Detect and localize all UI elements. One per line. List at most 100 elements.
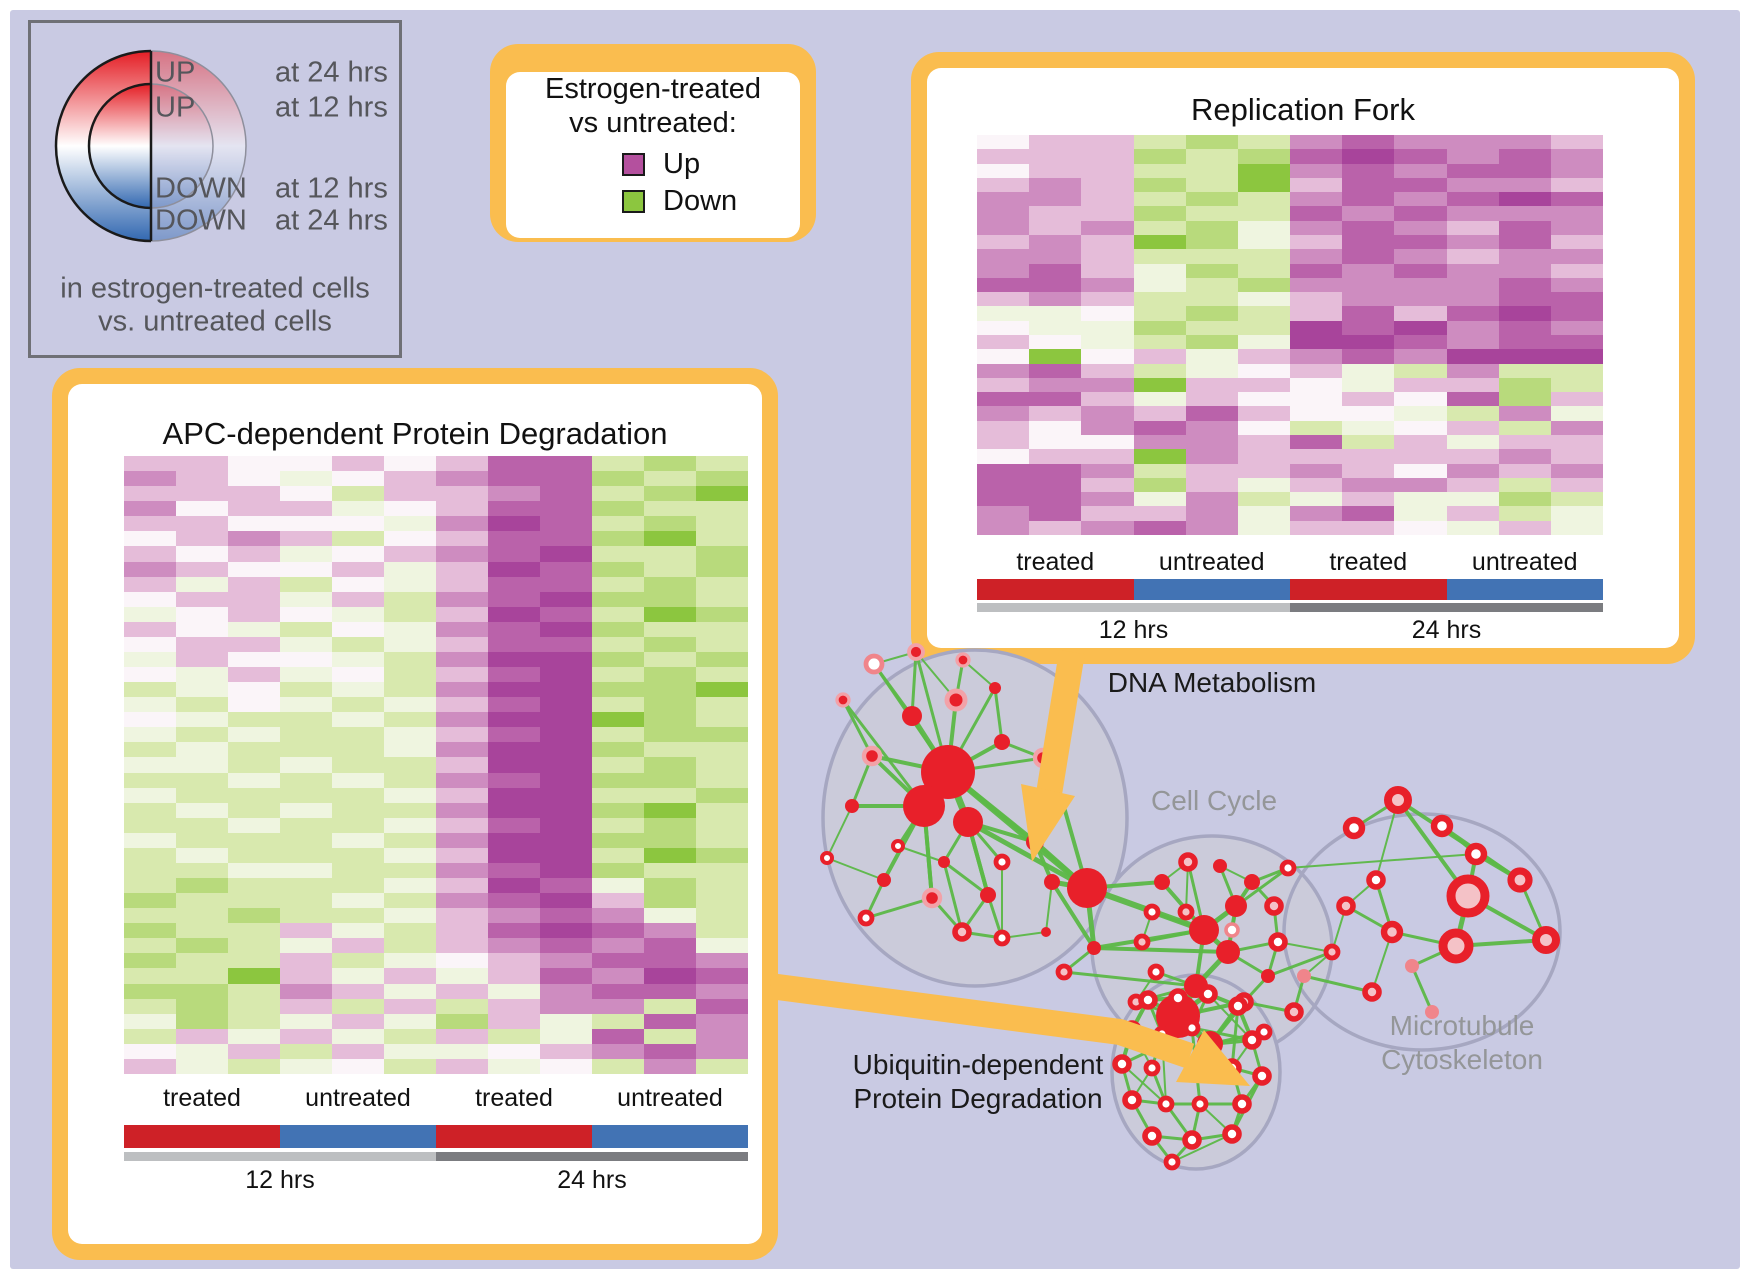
- heatmap-cell: [696, 893, 748, 909]
- color-legend: Estrogen-treated vs untreated: Up Down: [490, 44, 816, 242]
- heatmap-cell: [1394, 420, 1447, 435]
- heatmap-cell: [540, 1058, 592, 1074]
- heatmap-cell: [1498, 234, 1551, 250]
- heatmap-cell: [1133, 520, 1186, 535]
- heatmap-cell: [644, 591, 696, 607]
- heatmap-cell: [228, 727, 280, 743]
- heatmap-cell: [228, 998, 280, 1014]
- heatmap-cell: [1290, 520, 1343, 535]
- heatmap-cell: [1029, 206, 1082, 221]
- heatmap-cell: [540, 606, 592, 622]
- heatmap-cell: [1237, 192, 1290, 207]
- heatmap-cell: [1081, 334, 1134, 350]
- heatmap-cell: [540, 787, 592, 803]
- heatmap-cell: [384, 561, 436, 577]
- heatmap-cell: [1029, 392, 1082, 407]
- heatmap-cell: [1446, 477, 1499, 493]
- heatmap-cell: [124, 727, 176, 743]
- heatmap-cell: [1394, 349, 1447, 364]
- heatmap-cell: [1290, 406, 1343, 421]
- heatmap-cell: [488, 908, 540, 924]
- heatmap-cell: [228, 983, 280, 999]
- heatmap-cell: [1029, 463, 1082, 478]
- heatmap-cell: [1446, 506, 1499, 521]
- heatmap-cell: [644, 1058, 696, 1074]
- heatmap-cell: [644, 667, 696, 683]
- rf-bar-12hrs: [977, 603, 1290, 612]
- heatmap-cell: [332, 561, 384, 577]
- ubiquitin-label-line1: Ubiquitin-dependent: [852, 1049, 1104, 1080]
- heatmap-cell: [1081, 249, 1134, 264]
- heatmap-cell: [1394, 492, 1447, 507]
- heatmap-cell: [228, 953, 280, 969]
- heatmap-cell: [124, 651, 176, 668]
- heatmap-cell: [540, 682, 592, 698]
- heatmap-cell: [540, 772, 592, 788]
- microtubule-cytoskeleton-label: Microtubule Cytoskeleton: [1381, 1009, 1543, 1077]
- heatmap-cell: [696, 772, 748, 788]
- heatmap-cell: [488, 531, 540, 547]
- heatmap-cell: [488, 606, 540, 622]
- heatmap-cell: [1237, 420, 1290, 435]
- apc-group-treated-24: treated: [475, 1084, 553, 1112]
- heatmap-cell: [1133, 377, 1186, 393]
- heatmap-cell: [436, 546, 488, 562]
- heatmap-cell: [488, 757, 540, 773]
- heatmap-cell: [644, 561, 696, 577]
- heatmap-cell: [124, 817, 176, 833]
- heatmap-cell: [1446, 192, 1499, 207]
- updown-dir-up12: UP: [155, 91, 196, 124]
- heatmap-cell: [696, 456, 748, 472]
- heatmap-cell: [540, 471, 592, 487]
- heatmap-cell: [1237, 492, 1290, 507]
- heatmap-cell: [592, 712, 644, 728]
- heatmap-cell: [1550, 434, 1603, 450]
- heatmap-cell: [1394, 249, 1447, 264]
- heatmap-cell: [644, 651, 696, 668]
- heatmap-cell: [332, 983, 384, 999]
- heatmap-cell: [592, 531, 644, 547]
- heatmap-cell: [1550, 363, 1603, 378]
- heatmap-cell: [1081, 506, 1134, 521]
- heatmap-cell: [1133, 449, 1186, 464]
- heatmap-cell: [540, 983, 592, 999]
- heatmap-cell: [436, 727, 488, 743]
- heatmap-cell: [1498, 334, 1551, 350]
- heatmap-cell: [592, 998, 644, 1014]
- heatmap-cell: [384, 712, 436, 728]
- heatmap-cell: [124, 636, 176, 652]
- heatmap-cell: [592, 727, 644, 743]
- heatmap-cell: [644, 546, 696, 562]
- heatmap-cell: [384, 606, 436, 622]
- heatmap-cell: [1394, 306, 1447, 321]
- heatmap-cell: [540, 968, 592, 984]
- heatmap-cell: [1394, 463, 1447, 478]
- heatmap-cell: [1237, 506, 1290, 521]
- heatmap-cell: [1550, 492, 1603, 507]
- heatmap-cell: [1029, 177, 1082, 193]
- heatmap-cell: [1029, 320, 1082, 335]
- heatmap-cell: [228, 757, 280, 773]
- heatmap-cell: [644, 817, 696, 833]
- heatmap-cell: [1237, 520, 1290, 535]
- heatmap-cell: [1081, 406, 1134, 421]
- heatmap-cell: [1394, 406, 1447, 421]
- heatmap-cell: [540, 817, 592, 833]
- heatmap-cell: [176, 561, 228, 577]
- heatmap-cell: [1029, 192, 1082, 207]
- heatmap-cell: [384, 531, 436, 547]
- heatmap-cell: [332, 923, 384, 939]
- heatmap-cell: [1029, 434, 1082, 450]
- heatmap-cell: [1185, 206, 1238, 221]
- heatmap-cell: [488, 1058, 540, 1074]
- heatmap-cell: [696, 546, 748, 562]
- heatmap-cell: [977, 306, 1030, 321]
- heatmap-cell: [1133, 220, 1186, 235]
- heatmap-cell: [540, 546, 592, 562]
- heatmap-cell: [1342, 506, 1395, 521]
- heatmap-cell: [696, 983, 748, 999]
- heatmap-cell: [488, 968, 540, 984]
- heatmap-cell: [280, 667, 332, 683]
- heatmap-cell: [1394, 292, 1447, 307]
- heatmap-cell: [1133, 149, 1186, 164]
